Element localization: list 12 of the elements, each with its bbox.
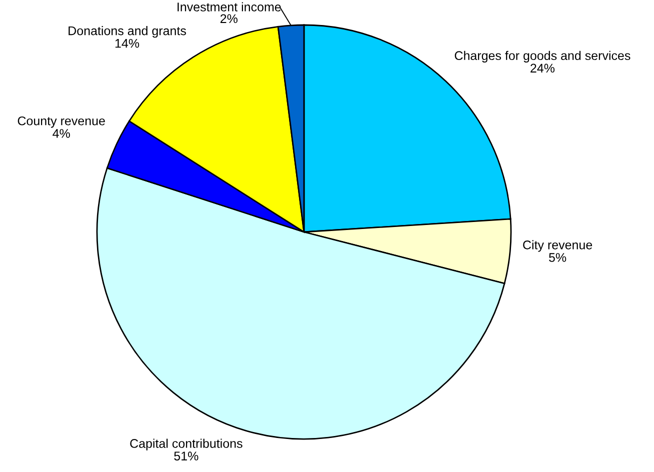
data-label: 4% — [52, 129, 70, 138]
slice-label: County revenue — [18, 116, 105, 128]
slice-label: Charges for goods and services — [454, 50, 630, 63]
data-label: 5% — [548, 253, 566, 262]
data-label: 14% — [115, 38, 140, 48]
slice-label: Capital contributions — [130, 438, 242, 450]
slice-label: Investment income — [178, 2, 281, 12]
data-label: 24% — [530, 64, 555, 73]
slice-label: City revenue — [523, 240, 592, 252]
slice-label: Donations and grants — [68, 26, 186, 38]
data-label: 51% — [174, 452, 198, 460]
data-label: 2% — [220, 14, 238, 24]
